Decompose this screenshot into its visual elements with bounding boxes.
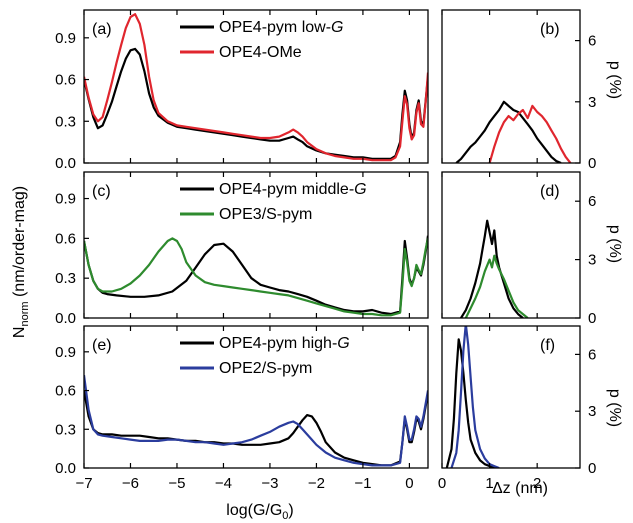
xlabel-left: log(G/G0) — [226, 502, 293, 522]
legend-label: OPE3/S-pym — [219, 206, 312, 223]
panel-label-e: (e) — [92, 337, 112, 354]
y-tick-label: 0.9 — [55, 344, 76, 361]
panel-label-f: (f) — [540, 337, 555, 354]
ylabel-left: Nnorm (nm/order-mag) — [11, 186, 31, 338]
y-tick-label: 0.0 — [55, 310, 76, 327]
y-tick-label: 0.3 — [55, 113, 76, 130]
panel-label-b: (b) — [540, 21, 560, 38]
series-f-1 — [445, 338, 495, 468]
y-tick-label: 0.6 — [55, 72, 76, 89]
panel-b: 0 3 6 (b) — [441, 9, 596, 172]
xlabel-left-end: ) — [288, 502, 293, 519]
y-tick-label: 3 — [588, 252, 596, 269]
x-tick-label: 0 — [405, 475, 413, 492]
series-f-2 — [450, 326, 500, 468]
ylabel-right-middle: p (%) — [606, 225, 623, 263]
y-tick-label: 6 — [588, 193, 596, 210]
y-tick-label: 0.9 — [55, 30, 76, 47]
x-tick-label: −5 — [168, 475, 185, 492]
x-tick-label: −6 — [122, 475, 139, 492]
ylabel-right-top: p (%) — [606, 61, 623, 99]
x-tick-label: 0 — [438, 475, 446, 492]
x-tick-label: −3 — [261, 475, 278, 492]
xlabel-left-main: log(G/G — [226, 502, 282, 519]
series-d-1 — [460, 219, 524, 318]
panel-e: −7 −6 −5 −4 −3 −2 −1 0 0.0 0.3 0.6 0.9 (e) OPE4-pym h… — [55, 325, 429, 492]
y-tick-label: 3 — [588, 94, 596, 111]
series-d-2 — [464, 254, 529, 318]
y-tick-label: 0.9 — [55, 191, 76, 208]
series-a-1 — [84, 47, 428, 160]
x-tick-label: −1 — [354, 475, 371, 492]
series-b-1 — [455, 100, 562, 163]
y-tick-label: 0.6 — [55, 383, 76, 400]
panel-a: 0.0 0.3 0.6 0.9 (a) OPE4-pym low-G OPE4-OMe — [55, 9, 429, 172]
y-tick-label: 0.3 — [55, 270, 76, 287]
series-a-2 — [84, 13, 428, 162]
ylabel-left-main: N — [11, 327, 28, 339]
axes-frame-f — [441, 325, 581, 469]
xlabel-left-sub: 0 — [282, 510, 288, 522]
panels: 0.0 0.3 0.6 0.9 (a) OPE4-pym low-G OPE4-OMe 0 3 6… — [55, 9, 596, 492]
series-c-1 — [84, 235, 428, 316]
series-c-2 — [84, 237, 428, 317]
y-tick-label: 6 — [588, 33, 596, 50]
panel-label-d: (d) — [540, 183, 560, 200]
y-tick-label: 0.3 — [55, 421, 76, 438]
axes-frame-d — [441, 171, 581, 319]
legend-label: OPE4-pym low-G — [219, 19, 343, 36]
y-tick-label: 0.0 — [55, 460, 76, 477]
axes-frame-a — [83, 9, 429, 164]
panel-d: 0 3 6 (d) — [441, 171, 596, 327]
x-tick-label: 2 — [533, 475, 541, 492]
xlabel-right: Δz (nm) — [492, 480, 548, 497]
axes-frame-c — [83, 171, 429, 319]
ylabel-left-rest: (nm/order-mag) — [11, 186, 28, 302]
legend-label: OPE4-OMe — [219, 44, 302, 61]
y-tick-label: 0 — [588, 155, 596, 172]
series-e-2 — [84, 374, 428, 467]
legend-label: OPE4-pym high-G — [219, 335, 350, 352]
panel-f: 0 1 2 0 3 6 (f) — [438, 325, 596, 492]
x-tick-label: −4 — [215, 475, 232, 492]
x-tick-label: −2 — [308, 475, 325, 492]
axes-frame-b — [441, 9, 581, 164]
x-tick-label: 1 — [485, 475, 493, 492]
legend-label: OPE4-pym middle-G — [219, 181, 367, 198]
series-e-1 — [84, 390, 428, 467]
y-tick-label: 0.0 — [55, 155, 76, 172]
y-tick-label: 0.6 — [55, 230, 76, 247]
legend-label: OPE2/S-pym — [219, 360, 312, 377]
panel-label-a: (a) — [92, 21, 112, 38]
series-b-2 — [488, 104, 572, 163]
axes-frame-e — [83, 325, 429, 469]
panel-c: 0.0 0.3 0.6 0.9 (c) OPE4-pym middle-G OPE3/S-p… — [55, 171, 429, 327]
ylabel-right-bottom: p (%) — [606, 389, 623, 427]
x-tick-label: −7 — [75, 475, 92, 492]
ylabel-left-sub: norm — [19, 301, 31, 326]
y-tick-label: 6 — [588, 346, 596, 363]
y-tick-label: 0 — [588, 460, 596, 477]
y-tick-label: 3 — [588, 403, 596, 420]
panel-label-c: (c) — [92, 183, 111, 200]
y-tick-label: 0 — [588, 310, 596, 327]
